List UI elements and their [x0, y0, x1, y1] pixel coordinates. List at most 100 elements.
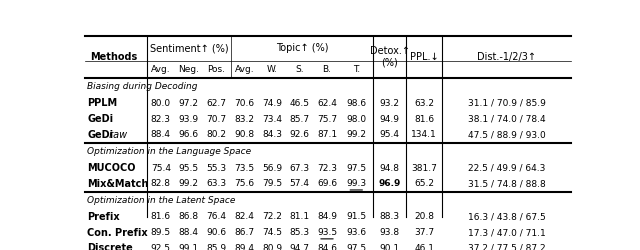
Text: 47.5 / 88.9 / 93.0: 47.5 / 88.9 / 93.0	[468, 130, 545, 140]
Text: 73.5: 73.5	[235, 164, 255, 172]
Text: 85.9: 85.9	[206, 244, 227, 250]
Text: 80.0: 80.0	[151, 99, 171, 108]
Text: 134.1: 134.1	[412, 130, 437, 140]
Text: 84.6: 84.6	[317, 244, 337, 250]
Text: 92.6: 92.6	[290, 130, 310, 140]
Text: 83.2: 83.2	[235, 115, 255, 124]
Text: 57.4: 57.4	[290, 179, 310, 188]
Text: 93.2: 93.2	[380, 99, 399, 108]
Text: S.: S.	[296, 65, 304, 74]
Text: 96.6: 96.6	[178, 130, 198, 140]
Text: 86.7: 86.7	[235, 228, 255, 237]
Text: Avg.: Avg.	[235, 65, 255, 74]
Text: 82.8: 82.8	[151, 179, 171, 188]
Text: 37.7: 37.7	[414, 228, 435, 237]
Text: 88.4: 88.4	[178, 228, 198, 237]
Text: 31.1 / 70.9 / 85.9: 31.1 / 70.9 / 85.9	[468, 99, 545, 108]
Text: Discrete: Discrete	[88, 244, 133, 250]
Text: 94.8: 94.8	[380, 164, 399, 172]
Text: 63.3: 63.3	[206, 179, 227, 188]
Text: 46.5: 46.5	[290, 99, 310, 108]
Text: 99.1: 99.1	[178, 244, 198, 250]
Text: 74.9: 74.9	[262, 99, 282, 108]
Text: raw: raw	[106, 130, 127, 140]
Text: 88.3: 88.3	[380, 212, 399, 222]
Text: Optimization in the Language Space: Optimization in the Language Space	[88, 147, 252, 156]
Text: Methods: Methods	[90, 52, 138, 62]
Text: Detox.↑
(%): Detox.↑ (%)	[369, 46, 410, 68]
Text: 70.6: 70.6	[235, 99, 255, 108]
Text: 38.1 / 74.0 / 78.4: 38.1 / 74.0 / 78.4	[468, 115, 545, 124]
Text: 98.6: 98.6	[346, 99, 366, 108]
Text: 98.0: 98.0	[346, 115, 366, 124]
Text: 75.7: 75.7	[317, 115, 337, 124]
Text: MUCOCO: MUCOCO	[88, 163, 136, 173]
Text: T.: T.	[353, 65, 360, 74]
Text: 91.5: 91.5	[346, 212, 366, 222]
Text: 73.4: 73.4	[262, 115, 282, 124]
Text: 31.5 / 74.8 / 88.8: 31.5 / 74.8 / 88.8	[468, 179, 545, 188]
Text: PPL.↓: PPL.↓	[410, 52, 438, 62]
Text: 89.5: 89.5	[151, 228, 171, 237]
Text: 85.3: 85.3	[290, 228, 310, 237]
Text: 99.2: 99.2	[346, 130, 366, 140]
Text: 55.3: 55.3	[206, 164, 227, 172]
Text: Biasing during Decoding: Biasing during Decoding	[88, 82, 198, 91]
Text: 81.6: 81.6	[151, 212, 171, 222]
Text: PPLM: PPLM	[88, 98, 118, 108]
Text: B.: B.	[323, 65, 332, 74]
Text: Sentiment↑ (%): Sentiment↑ (%)	[150, 43, 228, 53]
Text: 74.5: 74.5	[262, 228, 282, 237]
Text: 84.3: 84.3	[262, 130, 282, 140]
Text: 95.4: 95.4	[380, 130, 399, 140]
Text: 89.4: 89.4	[235, 244, 255, 250]
Text: 90.1: 90.1	[380, 244, 399, 250]
Text: 94.9: 94.9	[380, 115, 399, 124]
Text: 95.5: 95.5	[178, 164, 198, 172]
Text: 81.6: 81.6	[414, 115, 435, 124]
Text: Prefix: Prefix	[88, 212, 120, 222]
Text: 81.1: 81.1	[290, 212, 310, 222]
Text: 85.7: 85.7	[290, 115, 310, 124]
Text: 93.9: 93.9	[178, 115, 198, 124]
Text: 87.1: 87.1	[317, 130, 337, 140]
Text: 65.2: 65.2	[414, 179, 434, 188]
Text: Neg.: Neg.	[178, 65, 198, 74]
Text: 93.8: 93.8	[380, 228, 399, 237]
Text: 96.9: 96.9	[378, 179, 401, 188]
Text: Con. Prefix: Con. Prefix	[88, 228, 148, 238]
Text: 88.4: 88.4	[151, 130, 171, 140]
Text: 93.5: 93.5	[317, 228, 337, 237]
Text: 72.3: 72.3	[317, 164, 337, 172]
Text: 75.6: 75.6	[235, 179, 255, 188]
Text: 62.4: 62.4	[317, 99, 337, 108]
Text: 86.8: 86.8	[178, 212, 198, 222]
Text: 97.5: 97.5	[346, 244, 366, 250]
Text: 70.7: 70.7	[206, 115, 227, 124]
Text: 69.6: 69.6	[317, 179, 337, 188]
Text: 94.7: 94.7	[290, 244, 310, 250]
Text: Mix&Match: Mix&Match	[88, 179, 149, 189]
Text: Dist.-1/2/3↑: Dist.-1/2/3↑	[477, 52, 536, 62]
Text: GeDi: GeDi	[88, 130, 113, 140]
Text: 16.3 / 43.8 / 67.5: 16.3 / 43.8 / 67.5	[468, 212, 545, 222]
Text: 22.5 / 49.9 / 64.3: 22.5 / 49.9 / 64.3	[468, 164, 545, 172]
Text: 381.7: 381.7	[412, 164, 437, 172]
Text: 82.4: 82.4	[235, 212, 255, 222]
Text: 80.2: 80.2	[206, 130, 227, 140]
Text: 63.2: 63.2	[414, 99, 434, 108]
Text: Topic↑ (%): Topic↑ (%)	[276, 43, 328, 53]
Text: 93.6: 93.6	[346, 228, 366, 237]
Text: 90.8: 90.8	[235, 130, 255, 140]
Text: 67.3: 67.3	[290, 164, 310, 172]
Text: W.: W.	[267, 65, 277, 74]
Text: 76.4: 76.4	[206, 212, 227, 222]
Text: 46.1: 46.1	[414, 244, 434, 250]
Text: 99.2: 99.2	[178, 179, 198, 188]
Text: 92.5: 92.5	[151, 244, 171, 250]
Text: 79.5: 79.5	[262, 179, 282, 188]
Text: 37.2 / 77.5 / 87.2: 37.2 / 77.5 / 87.2	[468, 244, 545, 250]
Text: 97.2: 97.2	[178, 99, 198, 108]
Text: Optimization in the Latent Space: Optimization in the Latent Space	[88, 196, 236, 205]
Text: Avg.: Avg.	[151, 65, 171, 74]
